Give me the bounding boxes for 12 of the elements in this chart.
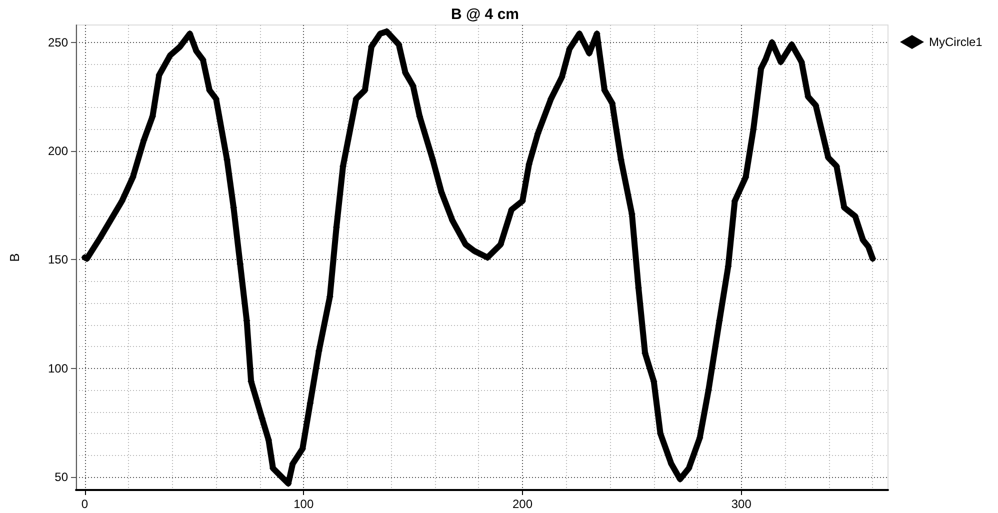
x-tick-label: 0 bbox=[81, 497, 88, 511]
y-tick-label: 200 bbox=[48, 144, 68, 158]
legend-label: MyCircle1 bbox=[929, 35, 983, 49]
x-tick-label: 100 bbox=[294, 497, 314, 511]
y-tick-label: 100 bbox=[48, 361, 68, 376]
y-axis-title: B bbox=[7, 253, 22, 262]
chart-title: B @ 4 cm bbox=[451, 6, 519, 23]
y-tick-label: 50 bbox=[54, 470, 68, 484]
y-tick-label: 250 bbox=[48, 35, 68, 50]
y-tick-label: 150 bbox=[48, 252, 68, 267]
x-tick-label: 300 bbox=[731, 497, 752, 511]
x-tick-label: 200 bbox=[512, 497, 533, 511]
